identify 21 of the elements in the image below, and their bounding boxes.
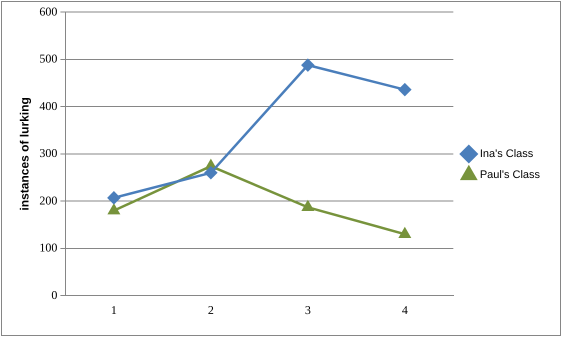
point	[108, 204, 120, 214]
y-tick-label: 100	[39, 240, 58, 255]
y-axis-title: instances of lurking	[18, 97, 32, 211]
point	[398, 83, 412, 96]
y-tick-label: 300	[39, 146, 58, 160]
x-tick-label: 1	[110, 302, 117, 317]
x-tick-label: 3	[304, 302, 311, 317]
point	[204, 166, 218, 180]
y-tick-label: 0	[51, 288, 58, 302]
y-tick-label: 400	[39, 98, 58, 113]
point	[302, 58, 314, 72]
y-tick-label: 600	[39, 4, 58, 18]
legend-label: Ina's Class	[480, 148, 534, 160]
y-tick-label: 200	[39, 193, 58, 208]
point	[108, 192, 120, 204]
x-tick-label: 2	[208, 302, 214, 317]
point	[399, 228, 410, 238]
legend-label: Paul's Class	[480, 169, 540, 182]
x-tick-label: 4	[402, 302, 408, 317]
y-tick-label: 500	[39, 52, 58, 66]
point	[302, 201, 314, 212]
